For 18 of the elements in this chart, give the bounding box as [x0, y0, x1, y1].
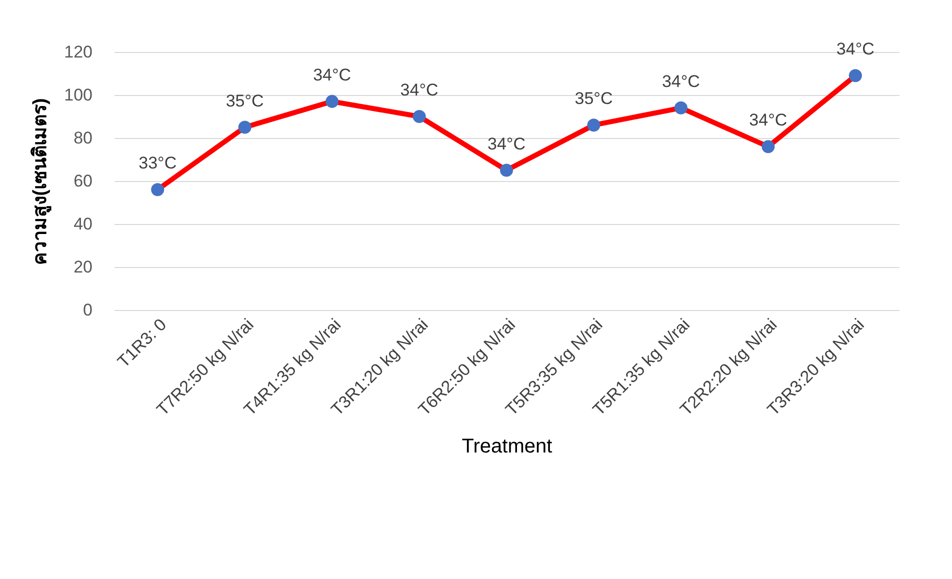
annotation: 34°C [488, 134, 526, 154]
annotation: 34°C [749, 110, 788, 130]
y-tick-label: 100 [64, 86, 92, 104]
y-tick-label: 40 [74, 214, 92, 234]
y-tick-label: 0 [83, 300, 92, 320]
y-axis-title: ความสูง(เซนติเมตร) [30, 98, 52, 265]
annotation: 33°C [138, 154, 177, 173]
annotation: 34°C [662, 72, 700, 91]
y-tick-label: 20 [74, 258, 92, 276]
y-tick-label: 60 [74, 172, 92, 190]
annotation: 35°C [226, 91, 264, 110]
annotation: 34°C [836, 40, 874, 59]
y-tick-label: 120 [64, 42, 92, 62]
y-tick-label: 80 [74, 128, 92, 148]
x-axis-title: Treatment [462, 436, 553, 458]
annotation: 34°C [400, 80, 438, 100]
annotation: 34°C [313, 65, 352, 84]
annotation: 35°C [574, 89, 613, 108]
